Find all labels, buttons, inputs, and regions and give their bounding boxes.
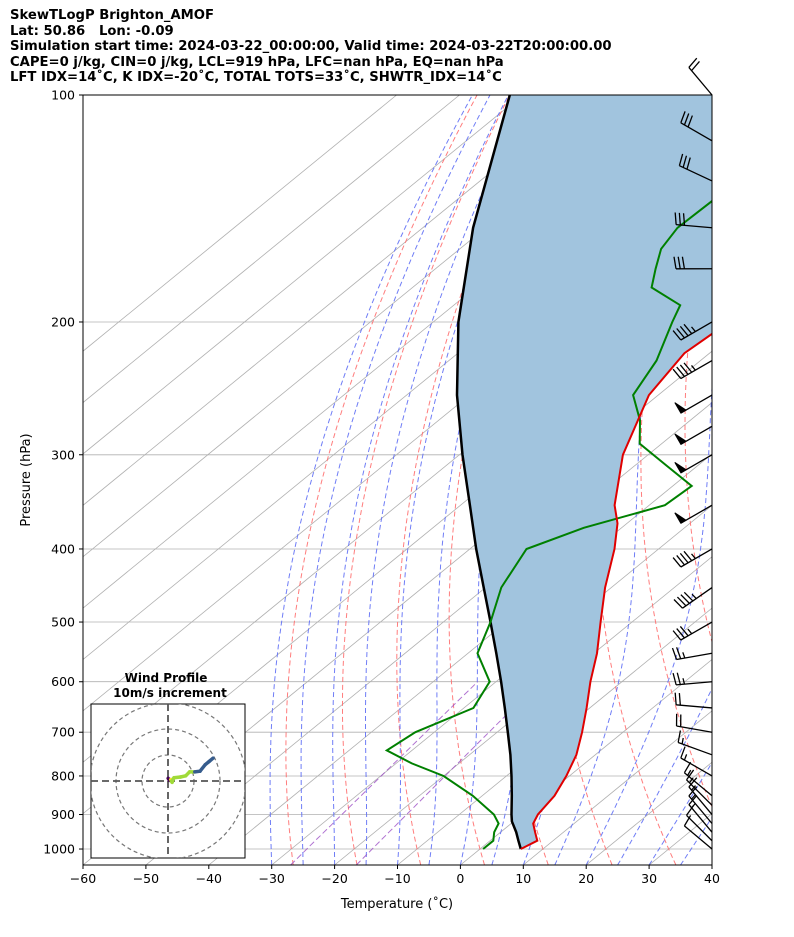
y-tick-label: 800 [51, 768, 75, 783]
wind-barb [672, 321, 713, 341]
wind-barb [675, 713, 713, 733]
isotherm-line [83, 95, 523, 455]
header-location: Lat: 50.86 Lon: -0.09 [10, 23, 174, 39]
isotherm-line [83, 95, 586, 506]
wind-barb [674, 394, 713, 414]
y-tick-label: 300 [51, 447, 75, 462]
wind-barb [680, 111, 713, 142]
dry-adiabat-line [728, 79, 794, 865]
y-tick-label: 700 [51, 725, 75, 740]
temperature-line [520, 332, 712, 850]
x-tick-label: 10 [515, 871, 531, 886]
parcel-profile-line [455, 95, 523, 850]
wind-barb [683, 815, 713, 850]
x-tick-label: 30 [641, 871, 657, 886]
isotherm-line [83, 95, 397, 352]
isotherm-line [523, 710, 712, 865]
hodograph-title: Wind Profile [125, 671, 208, 685]
wind-barb [674, 425, 713, 445]
x-tick-label: −20 [321, 871, 347, 886]
cin-cape-shading [457, 95, 712, 849]
moist-adiabat-line [711, 864, 712, 865]
x-tick-label: 20 [578, 871, 594, 886]
moist-adiabat-line [269, 95, 473, 865]
header-times: Simulation start time: 2024-03-22_00:00:… [10, 39, 612, 54]
hodograph-inset: Wind Profile 10m/s increment [90, 671, 246, 859]
y-tick-label: 900 [51, 807, 75, 822]
y-tick-label: 1000 [43, 842, 75, 857]
x-axis-label: Temperature (˚C) [340, 896, 453, 912]
wind-barb [671, 647, 713, 661]
wind-barb [678, 153, 713, 182]
wind-barb [674, 692, 713, 709]
x-tick-label: −60 [70, 871, 96, 886]
y-tick-label: 200 [51, 314, 75, 329]
chart-header: SkewTLogP Brighton_AMOF Lat: 50.86 Lon: … [10, 8, 790, 86]
dry-adiabat-line [769, 79, 794, 865]
wind-barb [677, 730, 713, 756]
y-tick-label: 500 [51, 615, 75, 630]
isotherm-line [711, 864, 712, 865]
x-tick-label: −30 [259, 871, 285, 886]
dry-adiabat-line [342, 95, 511, 865]
isotherm-line [334, 556, 712, 865]
moist-adiabat-line [585, 380, 712, 865]
moist-adiabat-line [554, 95, 709, 865]
axes: −60 −50 −40 −30 −20 −10 0 10 20 30 40 1000 900 800 700… [43, 88, 720, 887]
wind-barb [672, 621, 713, 641]
dry-adiabat-line [285, 95, 478, 865]
wind-barb [674, 212, 713, 229]
wind-barb [672, 359, 713, 380]
mixing-ratio-line [355, 681, 541, 865]
profiles [384, 95, 712, 850]
header-cape-line: CAPE=0 j/kg, CIN=0 j/kg, LCL=919 hPa, LF… [10, 54, 504, 70]
y-tick-label: 600 [51, 674, 75, 689]
x-tick-label: 0 [456, 871, 464, 886]
x-tick-label: 40 [704, 871, 720, 886]
header-title: SkewTLogP Brighton_AMOF [10, 8, 214, 23]
wind-barb [673, 587, 713, 609]
isotherm-line [460, 658, 712, 865]
x-tick-label: −40 [196, 871, 222, 886]
isotherm-line [83, 95, 460, 404]
moist-adiabat-line [300, 95, 491, 865]
hodograph-segment [207, 756, 215, 764]
x-tick-label: −10 [384, 871, 410, 886]
x-tick-label: −50 [133, 871, 159, 886]
wind-barb [673, 256, 713, 270]
wind-barb [672, 548, 713, 568]
hodograph-subtitle: 10m/s increment [113, 686, 227, 700]
wind-barb [674, 454, 713, 474]
y-tick-label: 400 [51, 541, 75, 556]
y-tick-label: 100 [51, 88, 75, 103]
wind-barb [674, 504, 713, 524]
y-axis-label: Pressure (hPa) [19, 433, 34, 526]
mixing-ratio-line [290, 681, 478, 865]
dewpoint-line [384, 199, 712, 850]
wind-barb [672, 672, 713, 686]
header-indices-line: LFT IDX=14˚C, K IDX=-20˚C, TOTAL TOTS=33… [10, 70, 502, 85]
wind-barb [688, 57, 713, 96]
isotherm-line [271, 504, 712, 865]
wind-barbs [671, 57, 713, 850]
wind-barb [686, 804, 713, 842]
wind-barb [680, 746, 713, 777]
